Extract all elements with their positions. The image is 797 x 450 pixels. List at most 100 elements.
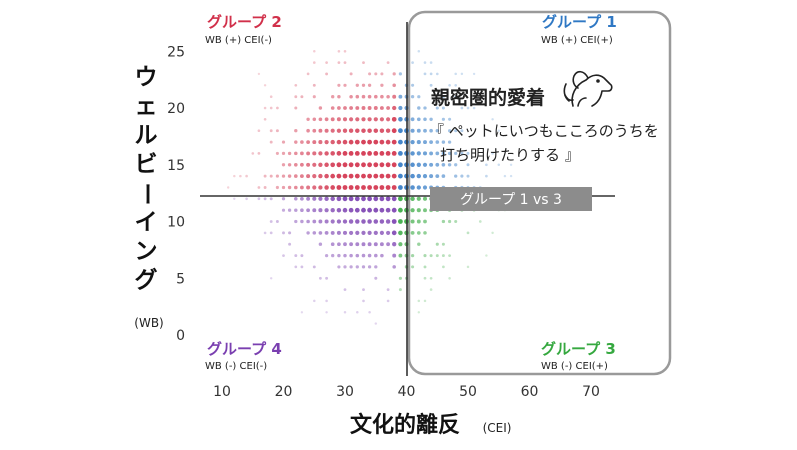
- y-axis-ticks: 0 5 10 15 20 25: [167, 44, 185, 344]
- data-point: [318, 151, 323, 156]
- data-point: [343, 253, 347, 258]
- data-point: [361, 162, 366, 168]
- data-point: [429, 276, 433, 280]
- data-point: [368, 311, 371, 314]
- data-point: [422, 162, 428, 167]
- data-point: [330, 139, 335, 145]
- data-point: [306, 219, 310, 224]
- data-point: [227, 186, 230, 189]
- data-point: [423, 72, 427, 76]
- data-point: [447, 163, 452, 167]
- data-point: [448, 129, 452, 133]
- data-point: [423, 208, 427, 213]
- data-point: [330, 196, 335, 202]
- data-point: [392, 105, 397, 111]
- data-point: [251, 152, 255, 155]
- data-point: [454, 219, 458, 224]
- data-point: [361, 185, 366, 190]
- data-point: [300, 140, 304, 144]
- data-point: [306, 162, 311, 167]
- data-point: [337, 83, 341, 87]
- data-point: [422, 196, 428, 201]
- data-point: [349, 106, 354, 110]
- data-point: [398, 230, 403, 236]
- data-point: [448, 219, 452, 224]
- data-point: [269, 174, 273, 178]
- data-point: [343, 49, 347, 53]
- data-point: [374, 72, 378, 76]
- data-point: [349, 94, 353, 99]
- data-point: [386, 288, 390, 291]
- x-axis-ticks: 10 20 30 40 50 60 70: [213, 384, 600, 400]
- data-point: [269, 140, 273, 144]
- data-point: [417, 242, 421, 246]
- data-point: [324, 231, 329, 235]
- data-point: [312, 140, 317, 145]
- data-point: [312, 128, 317, 133]
- data-point: [300, 254, 304, 258]
- data-point: [367, 185, 372, 190]
- data-point: [454, 129, 458, 133]
- data-point: [386, 61, 390, 64]
- data-point: [367, 117, 372, 122]
- data-point: [466, 174, 470, 178]
- data-point: [287, 185, 292, 190]
- data-point: [374, 276, 378, 280]
- data-point: [312, 265, 316, 269]
- data-point: [318, 117, 323, 122]
- data-point: [379, 219, 385, 224]
- data-point: [306, 117, 310, 122]
- data-point: [287, 174, 292, 178]
- data-point: [275, 129, 279, 133]
- data-point: [325, 311, 328, 314]
- data-point: [343, 311, 347, 314]
- group-3-title: グループ 3: [541, 340, 616, 358]
- group-2-title: グループ 2: [207, 13, 282, 31]
- data-point: [410, 231, 415, 235]
- data-point: [263, 106, 267, 110]
- data-point: [367, 139, 372, 145]
- data-point: [398, 242, 403, 247]
- data-point: [281, 140, 286, 144]
- data-point: [379, 128, 385, 133]
- x-tick-label: 50: [459, 384, 477, 400]
- data-point: [411, 61, 414, 64]
- data-point: [361, 117, 366, 122]
- data-point: [318, 140, 323, 145]
- data-point: [441, 219, 446, 224]
- data-point: [416, 151, 421, 156]
- data-point: [398, 253, 403, 258]
- data-point: [312, 151, 317, 156]
- y-tick-label: 10: [167, 215, 185, 231]
- data-point: [349, 230, 354, 235]
- data-point: [355, 242, 360, 247]
- data-point: [374, 253, 378, 258]
- y-tick-label: 20: [167, 101, 185, 117]
- data-point: [398, 139, 403, 145]
- data-point: [392, 253, 397, 258]
- y-axis-label-char: ウ: [135, 65, 158, 91]
- data-point: [354, 151, 360, 156]
- data-point: [318, 106, 323, 110]
- comparison-badge-bg: [430, 187, 592, 211]
- data-point: [263, 84, 267, 87]
- data-point: [417, 299, 421, 303]
- data-point: [342, 117, 348, 122]
- data-point: [361, 173, 366, 179]
- pet-dog-icon: [563, 70, 613, 107]
- data-point: [429, 72, 433, 76]
- y-axis-label-char: イ: [135, 210, 158, 236]
- data-point: [509, 174, 513, 178]
- data-point: [336, 151, 342, 156]
- data-point: [417, 95, 421, 99]
- data-point: [300, 162, 304, 167]
- data-point: [233, 197, 236, 201]
- data-point: [435, 151, 440, 156]
- data-point: [294, 219, 298, 224]
- data-point: [429, 162, 434, 167]
- data-point: [263, 231, 267, 235]
- y-axis-label-char: ン: [135, 239, 158, 265]
- data-point: [269, 277, 273, 280]
- data-point: [367, 94, 372, 99]
- group-4-title: グループ 4: [207, 340, 282, 358]
